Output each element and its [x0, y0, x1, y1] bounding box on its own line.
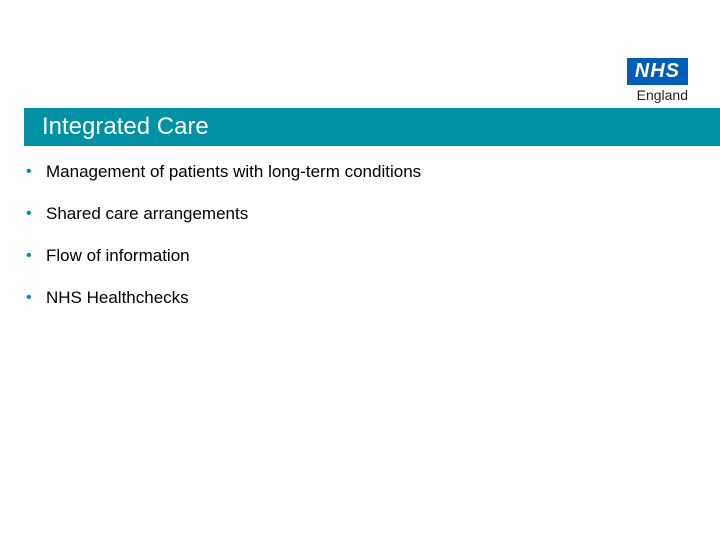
bullet-icon: • [24, 246, 46, 266]
list-item: • Shared care arrangements [24, 204, 688, 224]
bullet-icon: • [24, 204, 46, 224]
bullet-icon: • [24, 288, 46, 308]
bullet-icon: • [24, 162, 46, 182]
slide-title: Integrated Care [42, 113, 209, 141]
bullet-text: Shared care arrangements [46, 204, 248, 224]
nhs-logo-subtext: England [627, 87, 688, 103]
nhs-logo: NHS England [627, 58, 688, 103]
bullet-text: Flow of information [46, 246, 190, 266]
list-item: • NHS Healthchecks [24, 288, 688, 308]
content-area: • Management of patients with long-term … [24, 162, 688, 330]
nhs-logo-box: NHS [627, 58, 688, 85]
nhs-logo-text: NHS [635, 60, 680, 82]
title-bar: Integrated Care [24, 108, 720, 146]
list-item: • Flow of information [24, 246, 688, 266]
bullet-text: Management of patients with long-term co… [46, 162, 421, 182]
list-item: • Management of patients with long-term … [24, 162, 688, 182]
bullet-text: NHS Healthchecks [46, 288, 189, 308]
